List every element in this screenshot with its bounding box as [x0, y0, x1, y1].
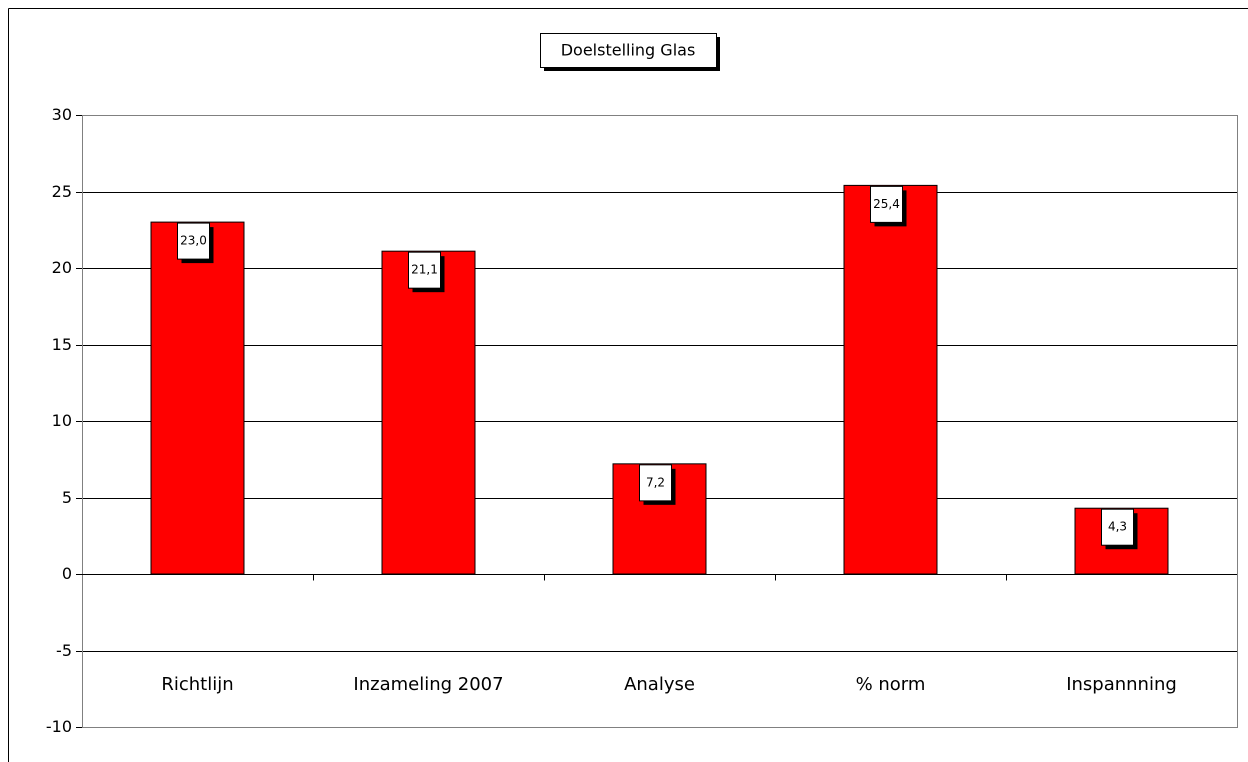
bar — [150, 221, 245, 575]
y-tick-label: 30 — [52, 105, 72, 124]
x-tick-label: Richtlijn — [161, 674, 233, 695]
y-tick-label: 25 — [52, 182, 72, 201]
y-tick-label: -10 — [46, 717, 72, 736]
plot-border — [82, 115, 1238, 728]
data-label: 25,4 — [873, 197, 900, 211]
y-tick-label: -5 — [56, 641, 72, 660]
data-label-box — [408, 251, 441, 289]
data-label: 23,0 — [180, 234, 207, 248]
bar — [843, 184, 938, 575]
data-label: 21,1 — [411, 263, 438, 277]
y-tick-label: 5 — [62, 488, 72, 507]
data-label-box — [177, 222, 210, 260]
y-tick-label: 0 — [62, 564, 72, 583]
chart-title: Doelstelling Glas — [561, 41, 696, 60]
data-label-box — [639, 464, 672, 502]
y-tick-label: 10 — [52, 411, 72, 430]
bar — [381, 250, 476, 575]
x-tick-label: Analyse — [624, 674, 695, 695]
x-tick-label: Inzameling 2007 — [353, 674, 503, 695]
data-label-box — [1101, 508, 1134, 546]
y-tick-label: 20 — [52, 258, 72, 277]
y-tick-label: 15 — [52, 335, 72, 354]
data-label: 7,2 — [646, 475, 665, 489]
title-box — [540, 33, 717, 68]
x-tick-label: Inspannning — [1066, 674, 1177, 695]
data-label-box — [870, 185, 903, 223]
x-tick-label: % norm — [856, 674, 926, 695]
data-label: 4,3 — [1108, 520, 1127, 534]
